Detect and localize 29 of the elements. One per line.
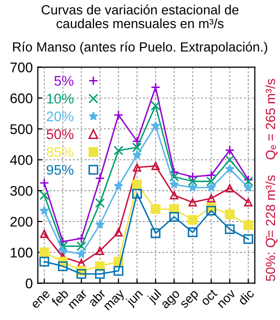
- x-tick-label: sep: [180, 290, 201, 310]
- y-tick-label: 0: [26, 278, 32, 288]
- y-tick-label: 500: [10, 124, 32, 134]
- chart-subtitle: Río Manso (antes río Puelo. Extrapolación.): [13, 42, 268, 54]
- x-tick-label: may: [104, 290, 127, 312]
- x-tick-label: dic: [237, 288, 255, 306]
- x-tick-label: oct: [200, 288, 218, 306]
- chart-title: Curvas de variación estacional de caudales mensuales en m³/s: [42, 4, 238, 28]
- x-tick-label: mar: [68, 290, 88, 310]
- text: 50%: Q̄= 228 m³/s: [265, 175, 278, 282]
- y-tick-label: 700: [10, 62, 32, 72]
- legend-label: 95%: [46, 164, 74, 175]
- legend-label: 85%: [46, 147, 74, 157]
- y-tick-label: 200: [10, 216, 32, 227]
- x-tick-label: feb: [50, 288, 69, 307]
- x-tick-label: jul: [146, 288, 164, 306]
- legend-label: 5%: [54, 76, 74, 86]
- text: Qₑ = 265 m³/s: [265, 78, 278, 160]
- y-tick-label: 300: [10, 186, 32, 196]
- legend-label: 10%: [47, 94, 74, 104]
- x-tick-label: ene: [32, 290, 50, 309]
- y-tick-label: 400: [10, 155, 32, 165]
- x-tick-label: nov: [218, 290, 236, 308]
- x-tick-label: jun: [125, 288, 145, 308]
- y-tick-label: 100: [10, 248, 32, 258]
- legend-label: 50%: [46, 129, 74, 140]
- y-tick-label: 600: [10, 93, 32, 104]
- x-tick-label: ago: [161, 290, 182, 311]
- legend-label: 20%: [46, 112, 74, 122]
